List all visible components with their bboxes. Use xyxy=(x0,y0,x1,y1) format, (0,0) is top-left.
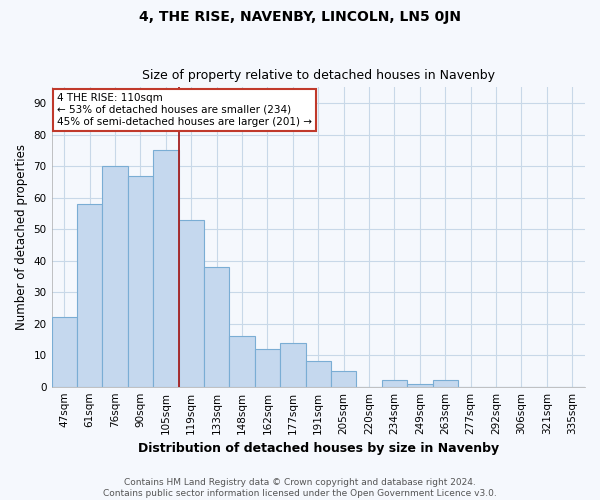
Bar xyxy=(280,342,305,386)
Bar xyxy=(77,204,103,386)
Text: 4, THE RISE, NAVENBY, LINCOLN, LN5 0JN: 4, THE RISE, NAVENBY, LINCOLN, LN5 0JN xyxy=(139,10,461,24)
Bar xyxy=(305,362,331,386)
Bar xyxy=(382,380,407,386)
Text: 4 THE RISE: 110sqm
← 53% of detached houses are smaller (234)
45% of semi-detach: 4 THE RISE: 110sqm ← 53% of detached hou… xyxy=(57,94,312,126)
Bar xyxy=(179,220,204,386)
Bar xyxy=(204,267,229,386)
Bar xyxy=(255,349,280,387)
X-axis label: Distribution of detached houses by size in Navenby: Distribution of detached houses by size … xyxy=(138,442,499,455)
Bar xyxy=(52,318,77,386)
Bar xyxy=(433,380,458,386)
Bar xyxy=(331,371,356,386)
Title: Size of property relative to detached houses in Navenby: Size of property relative to detached ho… xyxy=(142,69,495,82)
Bar xyxy=(407,384,433,386)
Bar xyxy=(103,166,128,386)
Bar xyxy=(128,176,153,386)
Y-axis label: Number of detached properties: Number of detached properties xyxy=(15,144,28,330)
Text: Contains HM Land Registry data © Crown copyright and database right 2024.
Contai: Contains HM Land Registry data © Crown c… xyxy=(103,478,497,498)
Bar xyxy=(153,150,179,386)
Bar xyxy=(229,336,255,386)
